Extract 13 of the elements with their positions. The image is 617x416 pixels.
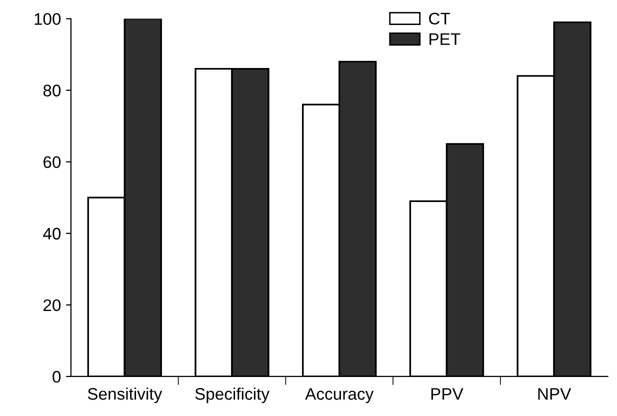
x-tick-label: Specificity	[195, 388, 270, 404]
y-tick-label: 0	[52, 370, 61, 383]
y-tick-label: 60	[44, 156, 61, 168]
y-tick-label: 20	[44, 299, 61, 312]
legend-label: PET	[430, 33, 460, 45]
y-tick-label: 100	[34, 13, 61, 25]
y-tick-label: 40	[43, 228, 61, 240]
x-tick-label: Sensitivity	[88, 388, 162, 404]
x-tick-label: Accuracy	[305, 388, 374, 404]
x-tick-label: PPV	[431, 388, 464, 400]
legend-label: CT	[429, 12, 450, 24]
x-tick-label: NPV	[538, 388, 572, 400]
y-tick-label: 80	[43, 84, 61, 96]
